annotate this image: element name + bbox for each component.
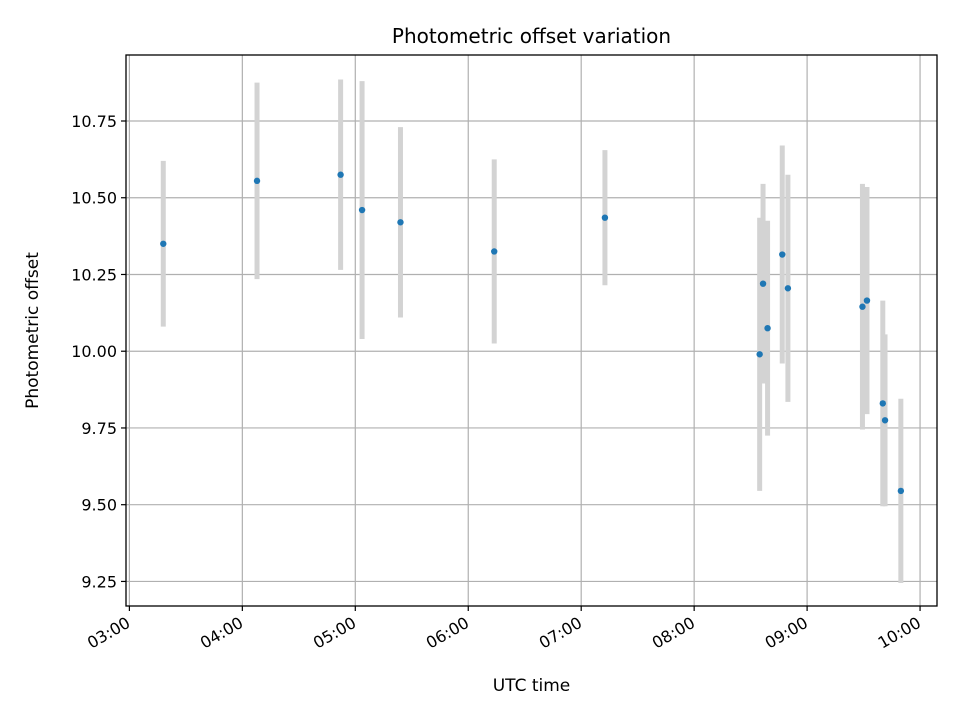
data-point <box>779 251 786 258</box>
plot-frame <box>125 54 938 607</box>
data-point <box>253 177 261 185</box>
data-point <box>160 240 167 247</box>
data-point <box>859 303 866 310</box>
data-point <box>491 248 498 255</box>
data-points <box>160 171 905 495</box>
data-point <box>879 400 886 407</box>
x-tick-label: 08:00 <box>649 613 698 653</box>
data-point <box>881 417 889 424</box>
y-axis-title: Photometric offset <box>23 252 43 409</box>
y-tick-label: 9.75 <box>81 419 117 438</box>
data-point <box>764 324 771 332</box>
data-point <box>756 351 763 358</box>
x-tick-label: 05:00 <box>310 613 359 653</box>
grid <box>126 55 937 606</box>
x-tick-label: 04:00 <box>197 613 246 653</box>
data-point <box>337 171 344 178</box>
axis-ticks: 03:00 04:00 05:00 06:00 07:00 08:00 09:00 10:00… <box>71 112 924 653</box>
y-tick-label: 10.25 <box>71 265 117 284</box>
y-tick-label: 9.25 <box>81 572 117 591</box>
error-bars <box>160 79 904 583</box>
y-tick-label: 10.50 <box>71 189 117 208</box>
data-point <box>863 297 871 304</box>
x-tick-label: 06:00 <box>423 613 472 653</box>
y-tick-label: 10.75 <box>71 112 117 131</box>
x-tick-label: 09:00 <box>762 613 811 653</box>
x-tick-label: 07:00 <box>536 613 585 653</box>
chart-title: Photometric offset variation <box>392 24 671 48</box>
y-tick-label: 10.00 <box>71 342 117 361</box>
data-point <box>601 214 609 221</box>
data-point <box>897 487 905 495</box>
x-tick-label: 10:00 <box>875 613 924 653</box>
data-point <box>397 219 404 226</box>
data-point <box>358 206 366 214</box>
y-tick-label: 9.50 <box>81 496 117 515</box>
data-point <box>784 285 792 292</box>
x-tick-label: 03:00 <box>84 613 133 653</box>
data-point <box>759 280 767 287</box>
x-axis-title: UTC time <box>493 676 571 696</box>
